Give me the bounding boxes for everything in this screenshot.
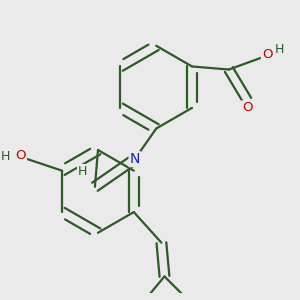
Text: N: N	[130, 152, 140, 166]
Text: O: O	[242, 101, 253, 114]
Text: O: O	[262, 48, 272, 61]
Text: H: H	[275, 43, 284, 56]
Text: O: O	[16, 149, 26, 162]
Text: H: H	[1, 150, 10, 164]
Text: H: H	[78, 165, 87, 178]
